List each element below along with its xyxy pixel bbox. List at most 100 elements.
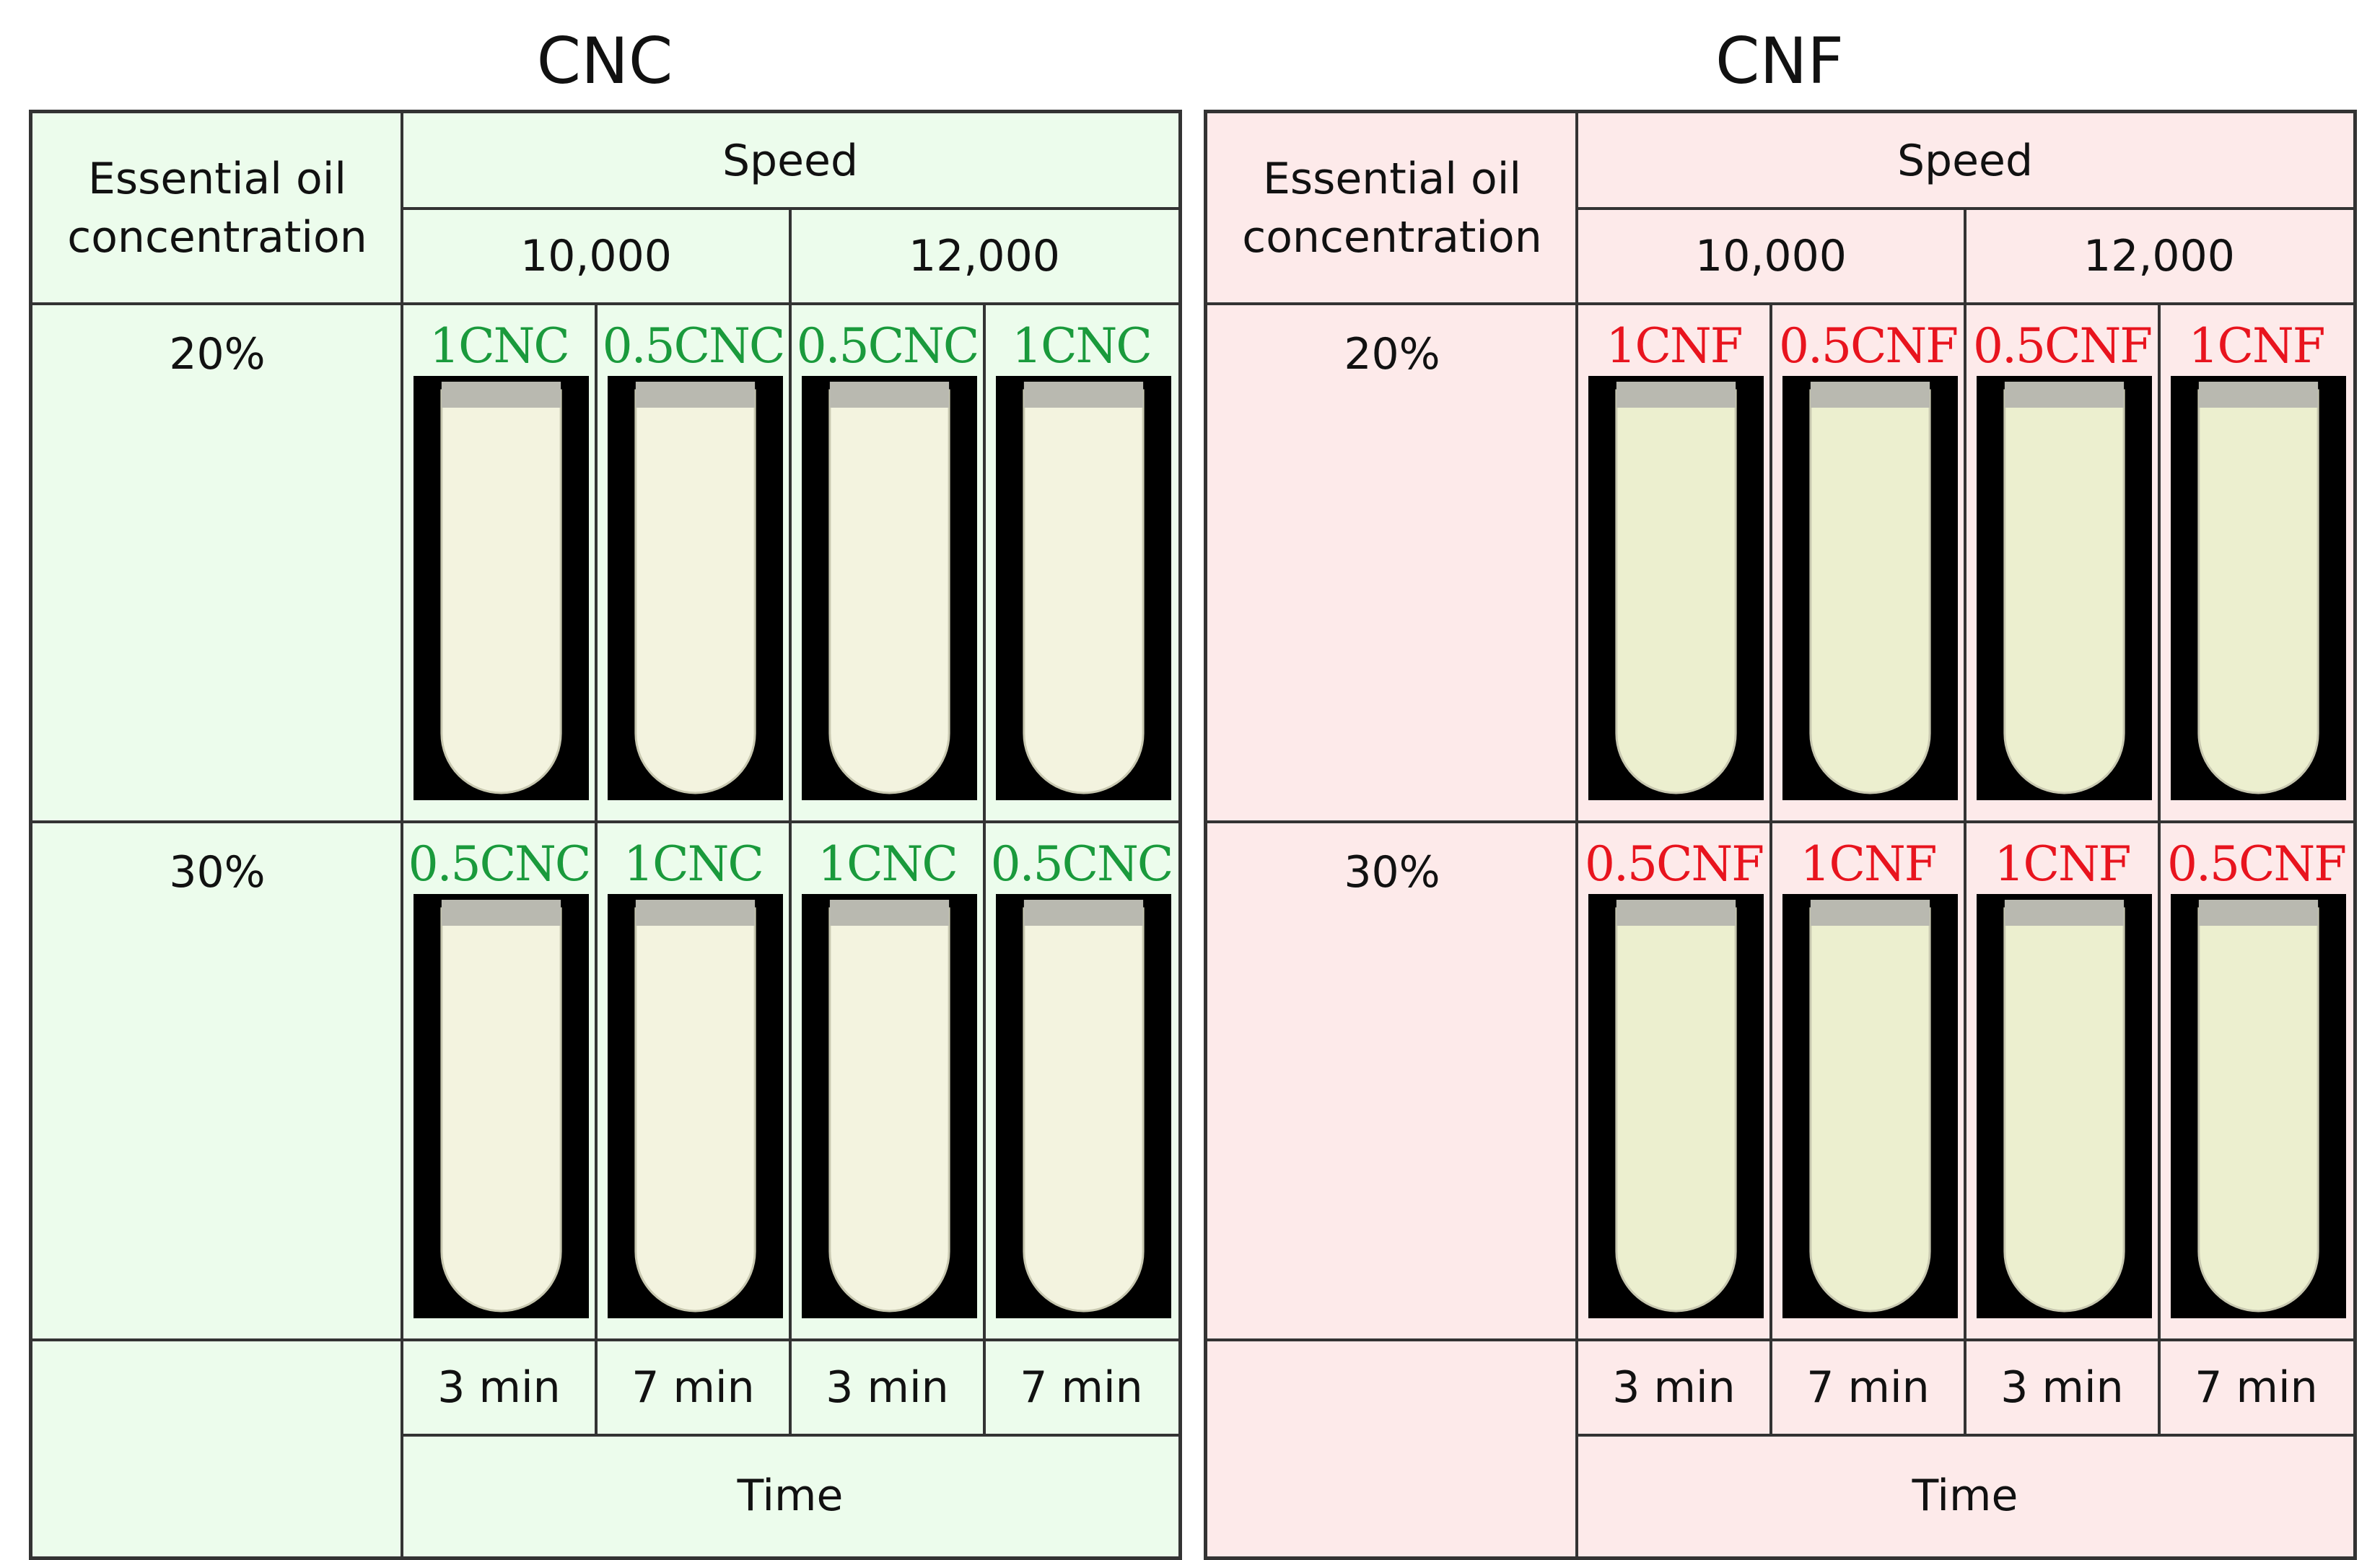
speed-value: 12,000 <box>2083 230 2235 281</box>
sample-label: 0.5CNC <box>408 836 592 892</box>
test-tube-icon <box>1023 900 1145 1313</box>
table-gridline <box>2158 304 2161 1340</box>
tube-rim <box>635 382 756 408</box>
table-gridline <box>1964 209 1966 304</box>
test-tube-icon <box>1809 382 1931 794</box>
table-gridline <box>1964 304 1966 1340</box>
table-gridline <box>1207 1338 2353 1341</box>
concentration-label: 20% <box>1344 329 1440 380</box>
table-gridline <box>32 302 1178 305</box>
test-tube-icon <box>2003 382 2125 794</box>
table-gridline <box>1964 1340 1966 1435</box>
sample-label: 1CNF <box>1800 836 1937 892</box>
table-gridline <box>983 1340 986 1435</box>
tube-body <box>1023 389 1145 794</box>
cnf-table: Essential oil concentration Speed 10,000 12… <box>1204 110 2357 1560</box>
sample-label: 0.5CNC <box>796 318 980 374</box>
test-tube-photo <box>1782 894 1958 1318</box>
sample-label: 1CNF <box>1606 318 1743 374</box>
test-tube-icon <box>2197 382 2319 794</box>
test-tube-photo <box>1977 376 2152 800</box>
tube-rim <box>1023 382 1144 408</box>
panel-title-cnc: CNC <box>536 24 673 98</box>
tube-rim <box>441 900 561 926</box>
tube-rim <box>1616 900 1736 926</box>
table-gridline <box>789 1340 792 1435</box>
speed-header: Speed <box>722 135 859 186</box>
table-gridline <box>32 1338 1178 1341</box>
speed-value: 10,000 <box>1695 230 1847 281</box>
time-value: 3 min <box>437 1362 561 1413</box>
tube-body <box>828 907 950 1313</box>
test-tube-photo <box>1782 376 1958 800</box>
speed-header: Speed <box>1896 135 2034 186</box>
row-header-label: Essential oil concentration <box>67 154 367 263</box>
test-tube-photo <box>608 894 783 1318</box>
table-gridline <box>595 304 598 1340</box>
test-tube-photo <box>996 376 1171 800</box>
panel-title-cnf: CNF <box>1715 24 1844 98</box>
tube-rim <box>1810 382 1930 408</box>
tube-rim <box>2198 382 2319 408</box>
test-tube-icon <box>2003 900 2125 1313</box>
tube-body <box>2003 389 2125 794</box>
test-tube-icon <box>634 382 756 794</box>
table-gridline <box>789 209 792 304</box>
sample-label: 1CNF <box>2188 318 2325 374</box>
test-tube-photo <box>802 376 977 800</box>
time-label: Time <box>1912 1470 2018 1521</box>
test-tube-icon <box>1615 900 1737 1313</box>
sample-label: 1CNC <box>1012 318 1152 374</box>
sample-label: 0.5CNF <box>1584 836 1764 892</box>
test-tube-icon <box>828 900 950 1313</box>
tube-body <box>1809 389 1931 794</box>
tube-body <box>1809 907 1931 1313</box>
table-gridline <box>1207 302 2353 305</box>
tube-body <box>1615 389 1737 794</box>
tube-body <box>2197 907 2319 1313</box>
tube-rim <box>2004 382 2125 408</box>
sample-label: 0.5CNF <box>2166 836 2347 892</box>
table-gridline <box>401 113 403 1556</box>
test-tube-photo <box>1977 894 2152 1318</box>
time-value: 7 min <box>1020 1362 1143 1413</box>
table-gridline <box>1575 113 1578 1556</box>
tube-body <box>828 389 950 794</box>
sample-label: 0.5CNF <box>1778 318 1959 374</box>
test-tube-photo <box>996 894 1171 1318</box>
table-gridline <box>983 304 986 1340</box>
test-tube-photo <box>1588 376 1764 800</box>
tube-body <box>634 389 756 794</box>
test-tube-photo <box>608 376 783 800</box>
row-header-label: Essential oil concentration <box>1242 154 1542 263</box>
sample-label: 0.5CNC <box>602 318 786 374</box>
sample-label: 1CNC <box>818 836 958 892</box>
tube-body <box>2003 907 2125 1313</box>
tube-rim <box>829 382 950 408</box>
sample-label: 1CNC <box>624 836 764 892</box>
sample-label: 0.5CNC <box>990 836 1174 892</box>
tube-body <box>440 907 562 1313</box>
speed-value: 10,000 <box>520 230 672 281</box>
tube-rim <box>635 900 756 926</box>
time-value: 3 min <box>826 1362 949 1413</box>
table-gridline <box>1769 1340 1772 1435</box>
tube-rim <box>2004 900 2125 926</box>
time-value: 7 min <box>1806 1362 1930 1413</box>
test-tube-photo <box>1588 894 1764 1318</box>
table-gridline <box>1577 1434 2353 1437</box>
tube-rim <box>441 382 561 408</box>
test-tube-icon <box>2197 900 2319 1313</box>
test-tube-photo <box>414 894 589 1318</box>
cnc-table: Essential oil concentration Speed 10,000 12… <box>29 110 1182 1560</box>
test-tube-icon <box>1023 382 1145 794</box>
test-tube-icon <box>634 900 756 1313</box>
tube-rim <box>1616 382 1736 408</box>
tube-rim <box>2198 900 2319 926</box>
tube-body <box>1615 907 1737 1313</box>
test-tube-icon <box>1809 900 1931 1313</box>
sample-label: 1CNF <box>1994 836 2131 892</box>
test-tube-icon <box>828 382 950 794</box>
concentration-label: 30% <box>169 847 266 898</box>
table-gridline <box>32 820 1178 823</box>
